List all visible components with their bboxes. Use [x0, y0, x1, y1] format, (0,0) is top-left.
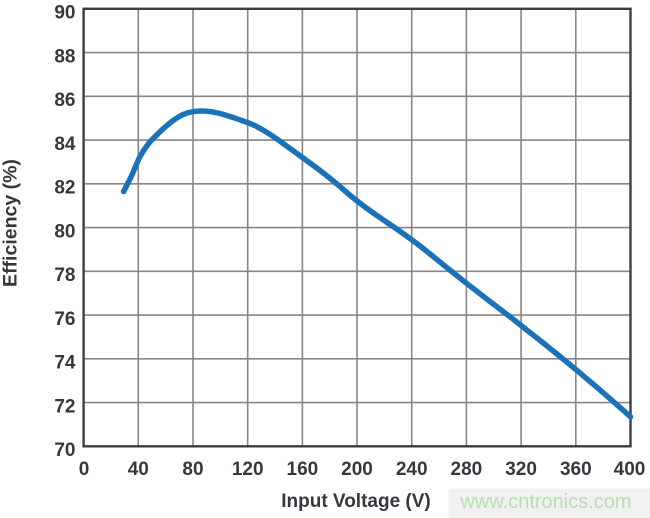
svg-text:280: 280 [451, 459, 483, 480]
svg-text:84: 84 [54, 134, 76, 155]
svg-text:80: 80 [182, 459, 203, 480]
svg-text:360: 360 [560, 459, 592, 480]
svg-text:120: 120 [232, 459, 264, 480]
svg-text:88: 88 [54, 46, 75, 67]
svg-text:Efficiency (%): Efficiency (%) [0, 159, 22, 287]
svg-text:78: 78 [54, 265, 75, 286]
svg-text:400: 400 [614, 459, 646, 480]
svg-text:www.cntronics.com: www.cntronics.com [459, 491, 631, 513]
svg-text:200: 200 [341, 459, 373, 480]
svg-text:82: 82 [54, 178, 75, 199]
svg-text:72: 72 [54, 396, 75, 417]
svg-text:76: 76 [54, 309, 75, 330]
svg-text:160: 160 [287, 459, 319, 480]
svg-text:320: 320 [505, 459, 537, 480]
svg-text:240: 240 [396, 459, 428, 480]
svg-text:90: 90 [54, 3, 75, 24]
svg-text:Input Voltage (V): Input Voltage (V) [281, 491, 431, 512]
svg-text:74: 74 [54, 353, 76, 374]
svg-text:70: 70 [54, 440, 75, 461]
svg-text:80: 80 [54, 221, 75, 242]
svg-text:0: 0 [79, 459, 90, 480]
svg-text:86: 86 [54, 90, 75, 111]
svg-text:40: 40 [128, 459, 149, 480]
